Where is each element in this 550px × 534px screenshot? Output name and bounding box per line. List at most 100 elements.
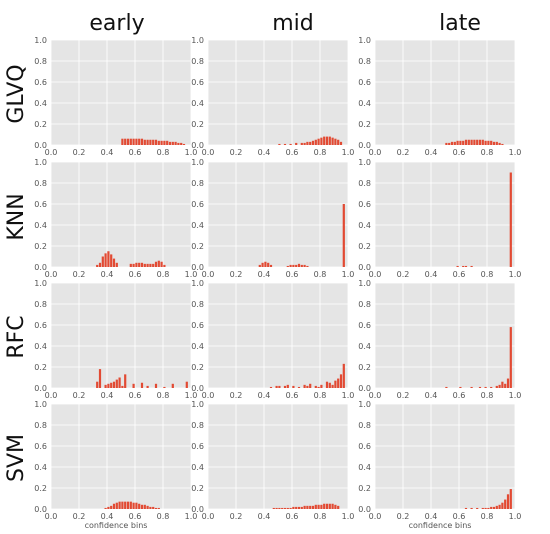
y-tick-label: 0.8 bbox=[358, 179, 371, 188]
y-tick-label: 0.4 bbox=[191, 99, 204, 108]
x-tick-label: 0.4 bbox=[101, 512, 114, 521]
y-tick-label: 1.0 bbox=[358, 400, 371, 409]
bar bbox=[470, 507, 473, 509]
bar bbox=[306, 141, 309, 145]
row-title-svm: SVM bbox=[4, 434, 29, 482]
plot-area bbox=[375, 404, 515, 509]
y-tick-label: 0.6 bbox=[34, 78, 47, 87]
x-tick-label: 1.0 bbox=[342, 270, 355, 279]
y-tick-label: 0.4 bbox=[34, 463, 47, 472]
x-tick-label: 0.0 bbox=[369, 270, 382, 279]
bar bbox=[292, 264, 295, 267]
y-tick-label: 0.4 bbox=[358, 342, 371, 351]
plot-area bbox=[208, 283, 348, 388]
row-title-knn: KNN bbox=[4, 193, 29, 240]
bar bbox=[470, 265, 473, 267]
x-tick-label: 0.4 bbox=[425, 148, 438, 157]
bar bbox=[146, 139, 149, 145]
bar bbox=[331, 137, 334, 145]
bar bbox=[459, 386, 462, 388]
bar bbox=[495, 141, 498, 145]
bar bbox=[185, 381, 188, 388]
bar bbox=[337, 505, 340, 509]
bar bbox=[487, 507, 490, 509]
x-tick-label: 0.2 bbox=[230, 270, 243, 279]
y-tick-label: 1.0 bbox=[191, 158, 204, 167]
panel-glvq-late: 0.0 0.2 0.4 0.6 0.8 1.0 0.0 0.2 0.4 0.6 0.8 1.0 bbox=[358, 36, 521, 157]
bar bbox=[334, 380, 337, 388]
x-tick-label: 0.6 bbox=[286, 512, 299, 521]
bar bbox=[129, 263, 132, 267]
bar bbox=[487, 140, 490, 145]
bar bbox=[286, 384, 289, 388]
bar bbox=[498, 142, 501, 145]
bar bbox=[481, 507, 484, 509]
bar bbox=[300, 264, 303, 267]
x-tick-label: 0.0 bbox=[45, 391, 58, 400]
bar bbox=[275, 385, 278, 388]
bar bbox=[506, 494, 510, 509]
x-tick-label: 0.8 bbox=[314, 391, 327, 400]
bar bbox=[135, 502, 138, 509]
bar bbox=[464, 507, 468, 509]
bar bbox=[146, 385, 149, 388]
x-tick-label: 1.0 bbox=[185, 391, 198, 400]
bar bbox=[152, 139, 155, 145]
bar bbox=[143, 504, 146, 509]
y-tick-label: 0.2 bbox=[358, 242, 371, 251]
bar bbox=[267, 262, 270, 267]
bar bbox=[456, 140, 459, 145]
bar bbox=[501, 502, 504, 509]
plot-area bbox=[51, 283, 191, 388]
bar bbox=[132, 263, 135, 267]
y-tick-label: 1.0 bbox=[34, 158, 47, 167]
bar bbox=[504, 383, 507, 388]
x-tick-label: 0.2 bbox=[73, 391, 86, 400]
y-tick-label: 0.2 bbox=[34, 242, 47, 251]
x-tick-label: 0.4 bbox=[258, 512, 271, 521]
bar bbox=[278, 385, 281, 388]
bar bbox=[96, 264, 99, 267]
bar bbox=[272, 507, 275, 509]
bar bbox=[490, 140, 493, 145]
y-tick-label: 0.6 bbox=[191, 78, 204, 87]
bar bbox=[467, 139, 470, 145]
bar bbox=[311, 505, 315, 509]
bar bbox=[498, 504, 501, 509]
x-tick-label: 1.0 bbox=[509, 391, 522, 400]
bar bbox=[314, 385, 317, 388]
bar bbox=[129, 501, 132, 509]
bar bbox=[163, 386, 166, 388]
bar bbox=[311, 140, 315, 145]
bar bbox=[264, 261, 267, 267]
bar bbox=[283, 507, 287, 509]
x-tick-label: 0.8 bbox=[481, 270, 494, 279]
bar bbox=[163, 264, 166, 267]
bar bbox=[160, 261, 163, 267]
bar bbox=[182, 143, 186, 145]
x-tick-label: 0.2 bbox=[397, 391, 410, 400]
bar bbox=[337, 378, 340, 388]
x-tick-label: 0.6 bbox=[129, 270, 142, 279]
y-tick-label: 1.0 bbox=[191, 36, 204, 45]
bar bbox=[314, 504, 317, 509]
x-tick-label: 0.6 bbox=[453, 148, 466, 157]
bar bbox=[135, 138, 138, 145]
bar bbox=[323, 136, 326, 145]
bar bbox=[481, 139, 484, 145]
panel-rfc-mid: 0.0 0.2 0.4 0.6 0.8 1.0 0.0 0.2 0.4 0.6 0.8 1.0 bbox=[191, 279, 354, 400]
bar bbox=[462, 265, 465, 267]
bar bbox=[490, 506, 493, 509]
x-tick-label: 0.6 bbox=[129, 148, 142, 157]
y-tick-label: 0.8 bbox=[191, 300, 204, 309]
column-title-mid: mid bbox=[272, 11, 314, 36]
bar bbox=[292, 506, 295, 509]
bar bbox=[306, 505, 309, 509]
bar bbox=[286, 507, 289, 509]
bar bbox=[448, 142, 451, 145]
x-tick-label: 0.0 bbox=[45, 512, 58, 521]
bar bbox=[121, 385, 124, 388]
bar bbox=[295, 142, 298, 145]
x-tick-label: 0.2 bbox=[230, 391, 243, 400]
bar bbox=[278, 143, 281, 145]
